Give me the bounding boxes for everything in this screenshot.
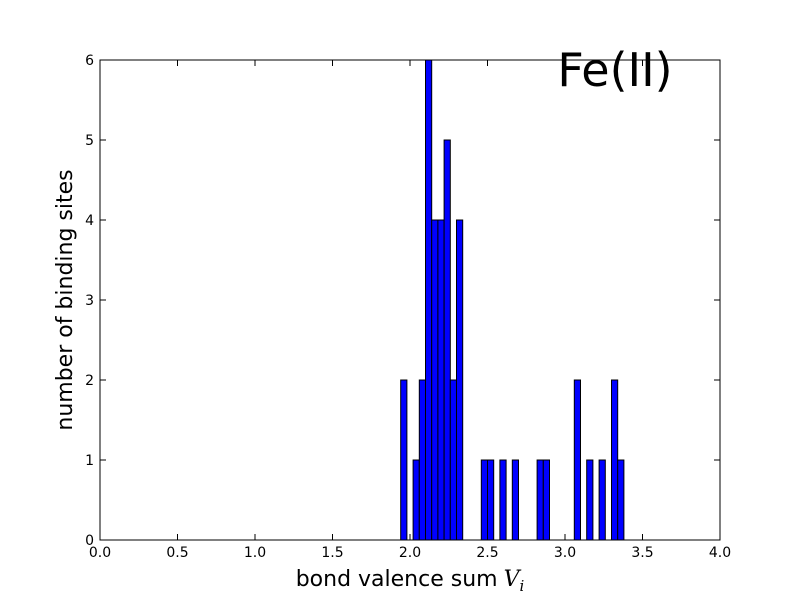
y-tick-label: 1 — [85, 453, 94, 469]
histogram-bar — [412, 459, 420, 541]
histogram-bar — [480, 459, 488, 541]
histogram-bar — [418, 379, 426, 541]
x-tick-label: 0.0 — [89, 545, 111, 561]
annotation-label: Fe(II) — [557, 43, 672, 97]
histogram-bar — [586, 459, 594, 541]
x-tick-label: 2.5 — [476, 545, 498, 561]
histogram-bar — [456, 219, 464, 541]
x-tick-label: 3.5 — [631, 545, 653, 561]
x-axis-title-math: V — [504, 567, 522, 592]
x-tick-label: 1.5 — [321, 545, 343, 561]
y-tick-label: 2 — [85, 373, 94, 389]
y-tick-label: 0 — [85, 533, 94, 549]
histogram-bar — [598, 459, 606, 541]
histogram-bar — [611, 379, 619, 541]
histogram-bar — [437, 219, 445, 541]
x-tick-label: 4.0 — [709, 545, 731, 561]
x-axis-title-text: bond valence sum — [296, 567, 498, 592]
histogram-bar — [443, 139, 451, 541]
x-tick-label: 3.0 — [554, 545, 576, 561]
x-tick-label: 1.0 — [244, 545, 266, 561]
histogram-bar — [542, 459, 550, 541]
y-tick-label: 6 — [85, 53, 94, 69]
histogram-bar — [536, 459, 544, 541]
histogram-bar — [511, 459, 519, 541]
x-axis-title-math-sub: i — [519, 577, 524, 595]
histogram-bar — [617, 459, 625, 541]
plot-frame — [99, 59, 721, 541]
histogram-bar — [499, 459, 507, 541]
x-tick-label: 2.0 — [399, 545, 421, 561]
histogram-bar — [573, 379, 581, 541]
x-tick-label: 0.5 — [166, 545, 188, 561]
histogram-bar — [425, 59, 433, 541]
x-axis-title: bond valence sum Vi — [296, 567, 525, 595]
y-tick-label: 3 — [85, 293, 94, 309]
histogram-bar — [449, 379, 457, 541]
y-tick-label: 5 — [85, 133, 94, 149]
histogram-bar — [400, 379, 408, 541]
bars-group — [400, 59, 625, 541]
y-axis-title: number of binding sites — [53, 169, 78, 430]
y-tick-label: 4 — [85, 213, 94, 229]
ticks-group: 0.0 0.5 1.0 1.5 2.0 2.5 3.0 3.5 4.0 0 1 2 3 4 5 6 — [85, 53, 731, 561]
histogram-bar — [431, 219, 439, 541]
histogram-bar — [487, 459, 495, 541]
